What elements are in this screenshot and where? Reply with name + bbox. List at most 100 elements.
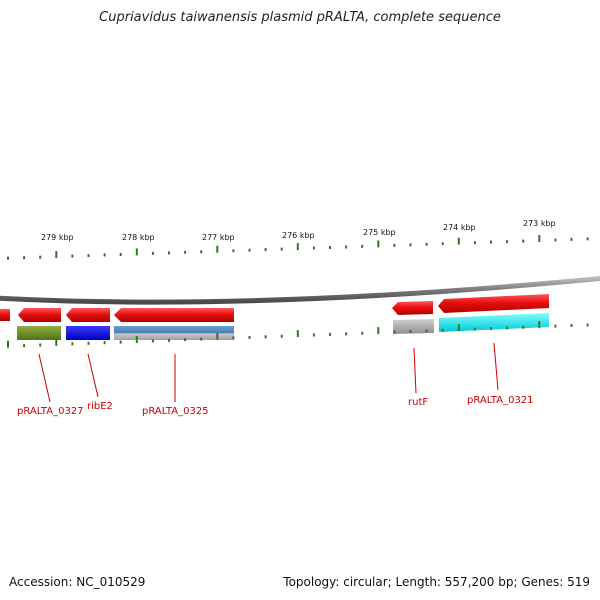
cog-bar-ribE2 [66, 326, 110, 340]
outer-scale-minor-tick [586, 237, 589, 241]
connector-pRALTA_0327 [38, 353, 51, 403]
scale-label-277kbp: 277 kbp [202, 233, 235, 242]
inner-scale-major-tick [457, 324, 460, 332]
outer-scale-minor-tick [312, 246, 315, 250]
inner-scale-minor-tick [522, 325, 525, 329]
outer-scale-major-tick [135, 248, 138, 256]
inner-scale-minor-tick [329, 332, 331, 336]
inner-scale-minor-tick [23, 344, 26, 348]
outer-scale-minor-tick [264, 248, 267, 252]
outer-scale-minor-tick [7, 256, 9, 260]
inner-scale-minor-tick [409, 329, 412, 333]
gene-label-pRALTA_0321: pRALTA_0321 [467, 395, 534, 406]
inner-scale-minor-tick [151, 339, 154, 343]
inner-scale-minor-tick [103, 341, 106, 345]
outer-scale-minor-tick [554, 238, 557, 242]
gene-arrow-ribE2 [66, 308, 110, 322]
outer-scale-track [7, 235, 589, 260]
outer-scale-minor-tick [345, 245, 348, 249]
connector-ribE2 [87, 353, 99, 398]
outer-scale-minor-tick [473, 241, 476, 245]
scale-label-279kbp: 279 kbp [41, 233, 74, 242]
inner-scale-minor-tick [570, 324, 573, 327]
inner-scale-minor-tick [248, 335, 251, 339]
outer-scale-minor-tick [151, 251, 154, 255]
outer-scale-minor-tick [393, 243, 396, 247]
outer-scale-minor-tick [441, 242, 444, 246]
outer-scale-minor-tick [280, 247, 283, 251]
outer-scale-minor-tick [103, 253, 106, 257]
connector-pRALTA_0321 [493, 342, 499, 391]
outer-scale-minor-tick [23, 256, 26, 260]
scale-labels: 279 kbp 278 kbp 277 kbp 276 kbp 275 kbp … [41, 219, 556, 242]
gene-label-pRALTA_0327: pRALTA_0327 [17, 406, 84, 417]
outer-scale-minor-tick [522, 239, 525, 243]
outer-scale-major-tick [377, 240, 380, 248]
inner-scale-major-tick [377, 327, 380, 335]
inner-scale-minor-tick [39, 343, 42, 347]
scale-label-278kbp: 278 kbp [122, 233, 155, 242]
inner-scale-minor-tick [184, 338, 187, 342]
gene-arrow-pRALTA_0327 [18, 308, 61, 322]
inner-scale-minor-tick [119, 340, 122, 344]
accession-text: Accession: NC_010529 [9, 575, 146, 589]
outer-scale-minor-tick [71, 254, 74, 258]
outer-scale-minor-tick [361, 244, 364, 248]
inner-scale-major-tick [135, 336, 138, 343]
gene-features [0, 294, 549, 322]
connector-rutF [413, 347, 417, 394]
label-connectors [38, 342, 499, 403]
outer-scale-major-tick [538, 235, 541, 242]
gene-arrow-rutF [392, 301, 433, 315]
outer-scale-minor-tick [87, 254, 90, 258]
inner-scale-major-tick [7, 340, 9, 348]
inner-scale-minor-tick [312, 333, 315, 337]
outer-scale-minor-tick [119, 253, 122, 256]
inner-scale-minor-tick [71, 342, 74, 346]
outer-scale-minor-tick [200, 250, 203, 254]
outer-scale-minor-tick [425, 242, 428, 246]
outer-scale-minor-tick [184, 250, 187, 254]
inner-scale-minor-tick [393, 330, 396, 334]
topology-summary-text: Topology: circular; Length: 557,200 bp; … [283, 575, 590, 589]
inner-scale-minor-tick [473, 327, 476, 331]
inner-scale-minor-tick [554, 324, 557, 328]
gene-label-rutF: rutF [408, 397, 428, 408]
scale-label-273kbp: 273 kbp [523, 219, 556, 228]
outer-scale-major-tick [457, 237, 460, 245]
inner-scale-minor-tick [87, 341, 90, 345]
cog-bar-pRALTA_0321 [439, 313, 549, 332]
outer-scale-minor-tick [570, 237, 573, 241]
inner-scale-minor-tick [441, 328, 444, 332]
outer-scale-minor-tick [168, 251, 170, 255]
cog-bars [17, 313, 549, 340]
inner-scale-minor-tick [264, 335, 267, 339]
inner-scale-major-tick [55, 338, 58, 346]
inner-scale-minor-tick [168, 338, 170, 342]
inner-scale-minor-tick [361, 331, 364, 335]
inner-scale-minor-tick [425, 329, 428, 333]
inner-scale-minor-tick [586, 323, 589, 327]
outer-scale-minor-tick [409, 243, 412, 247]
gene-arrow-left-edge [0, 309, 10, 321]
gene-arrow-pRALTA_0325 [114, 308, 234, 322]
inner-scale-major-tick [538, 321, 541, 329]
outer-scale-major-tick [296, 243, 299, 251]
map-title: Cupriavidus taiwanensis plasmid pRALTA, … [99, 10, 501, 25]
gene-label-ribE2: ribE2 [87, 401, 113, 412]
outer-scale-minor-tick [232, 249, 235, 253]
outer-scale-minor-tick [39, 255, 42, 259]
outer-scale-major-tick [55, 251, 58, 259]
inner-scale-minor-tick [490, 327, 492, 330]
backbone-arc [0, 275, 600, 305]
inner-scale-major-tick [296, 330, 299, 338]
outer-scale-major-tick [216, 245, 219, 253]
scale-label-275kbp: 275 kbp [363, 228, 396, 237]
cog-bar-rutF [393, 319, 434, 334]
gene-arrow-pRALTA_0321 [438, 294, 549, 313]
inner-scale-minor-tick [200, 337, 203, 341]
cog-bar-pRALTA_0327 [17, 326, 61, 340]
inner-scale-minor-tick [280, 334, 283, 338]
scale-label-276kbp: 276 kbp [282, 231, 315, 240]
